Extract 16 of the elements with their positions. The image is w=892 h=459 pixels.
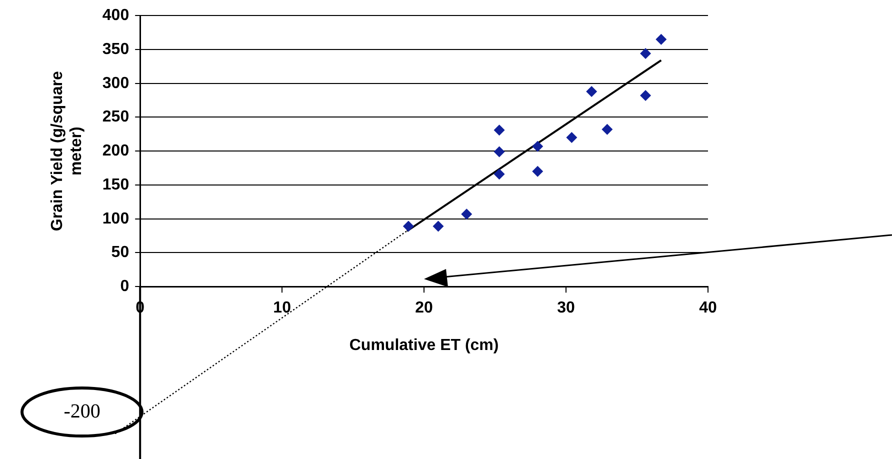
y-axis-title: Grain Yield (g/square meter)	[49, 70, 86, 232]
text: -200	[64, 400, 100, 422]
x-tick-label: 10	[273, 300, 292, 317]
y-tick-label: 0	[120, 278, 130, 296]
y-tick-label: 150	[102, 176, 130, 194]
y-tick-label: 300	[102, 74, 130, 92]
y-tick-label: 50	[111, 244, 130, 262]
y-tick-label: 250	[102, 108, 130, 126]
y-tick-label: 400	[102, 7, 130, 24]
y-tick-label: 200	[102, 142, 130, 160]
x-tick-label: 40	[699, 300, 717, 317]
y-tick-label: 350	[102, 40, 130, 58]
y-tick-label: 100	[102, 210, 130, 228]
x-tick-label: 30	[557, 300, 576, 317]
x-tick-label: 20	[415, 300, 434, 317]
x-axis-title: Cumulative ET (cm)	[349, 336, 499, 354]
